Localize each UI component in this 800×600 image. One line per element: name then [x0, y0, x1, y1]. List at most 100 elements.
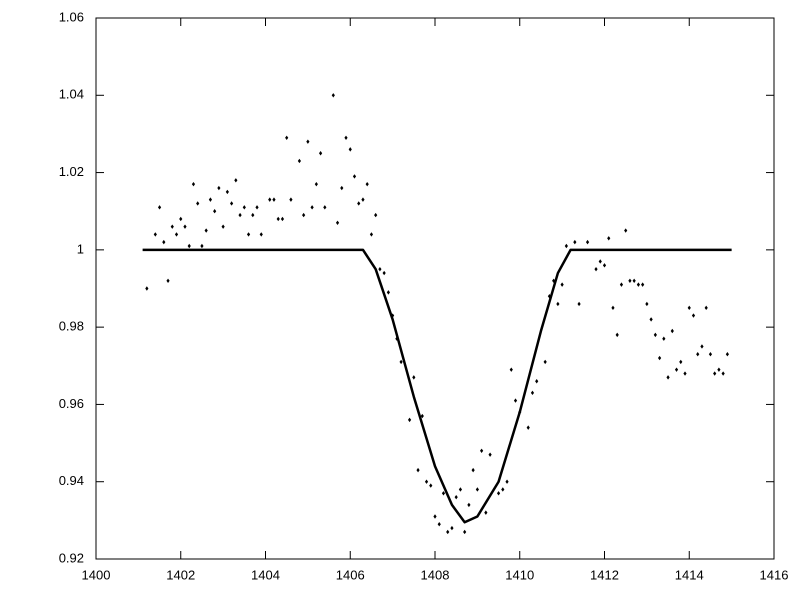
- data-point: [306, 139, 310, 144]
- x-tick-label: 1412: [590, 567, 619, 582]
- x-tick-label: 1406: [336, 567, 365, 582]
- data-point: [535, 379, 539, 384]
- data-point: [598, 259, 602, 264]
- data-point: [717, 367, 721, 372]
- data-point: [357, 201, 361, 206]
- data-point: [340, 185, 344, 191]
- data-point: [145, 286, 149, 291]
- y-tick-label: 0.96: [59, 396, 84, 411]
- data-point: [530, 390, 535, 396]
- data-point: [382, 270, 386, 276]
- data-point: [641, 282, 645, 287]
- data-point: [687, 305, 691, 311]
- data-point: [463, 529, 467, 535]
- data-point: [412, 375, 416, 380]
- x-tick-label: 1410: [505, 567, 534, 582]
- data-point: [624, 228, 628, 233]
- data-point: [204, 228, 208, 233]
- data-point: [560, 282, 564, 287]
- y-tick-label: 1.06: [59, 9, 84, 24]
- data-point: [607, 236, 611, 241]
- data-point: [335, 220, 340, 226]
- data-point: [230, 201, 234, 206]
- data-point: [251, 212, 255, 218]
- data-point: [450, 525, 454, 531]
- data-point: [255, 205, 259, 210]
- data-point: [704, 305, 708, 311]
- data-point: [585, 239, 590, 245]
- data-point: [420, 413, 424, 419]
- data-point: [174, 232, 179, 237]
- data-point: [602, 263, 607, 268]
- data-point: [657, 355, 662, 361]
- data-point: [653, 332, 657, 338]
- data-point: [386, 290, 390, 295]
- data-point: [700, 344, 704, 349]
- data-point: [234, 178, 238, 183]
- data-point: [708, 351, 713, 357]
- data-point: [505, 479, 509, 484]
- data-point: [615, 332, 619, 338]
- data-point: [285, 135, 289, 140]
- data-point: [310, 205, 314, 210]
- data-point: [577, 301, 581, 307]
- data-point: [488, 452, 492, 457]
- data-point: [280, 216, 285, 222]
- data-point: [645, 301, 649, 307]
- data-point: [352, 174, 357, 179]
- data-point: [246, 232, 251, 237]
- data-point: [573, 239, 577, 245]
- y-tick-label: 0.92: [59, 550, 84, 565]
- data-point: [344, 135, 348, 140]
- data-point: [302, 212, 306, 218]
- data-point: [424, 479, 429, 484]
- data-point: [475, 487, 479, 492]
- y-tick-label: 0.98: [59, 319, 84, 334]
- data-point: [713, 371, 717, 376]
- data-point: [289, 197, 293, 202]
- data-point: [683, 371, 687, 376]
- data-point: [318, 151, 323, 156]
- data-point: [153, 232, 157, 237]
- data-point: [662, 336, 666, 341]
- data-point: [196, 201, 200, 206]
- data-point: [628, 278, 632, 283]
- x-tick-label: 1402: [166, 567, 195, 582]
- data-point: [670, 328, 674, 334]
- data-point: [331, 93, 335, 98]
- data-point: [458, 487, 463, 492]
- data-point: [369, 232, 374, 237]
- data-point: [365, 181, 369, 187]
- data-point: [166, 278, 170, 283]
- data-point: [547, 294, 552, 299]
- data-point: [594, 266, 598, 272]
- data-point: [297, 158, 301, 164]
- data-point: [217, 185, 221, 191]
- data-point: [276, 216, 280, 222]
- data-point: [238, 212, 242, 218]
- y-tick-label: 1.02: [59, 164, 84, 179]
- data-point: [170, 224, 174, 229]
- data-point: [200, 243, 204, 249]
- data-point: [208, 197, 213, 202]
- data-point: [484, 510, 488, 515]
- data-point: [564, 243, 568, 249]
- data-point: [183, 224, 187, 229]
- data-point: [509, 367, 513, 372]
- x-tick-label: 1408: [421, 567, 450, 582]
- data-point: [242, 205, 246, 210]
- data-point: [416, 467, 420, 473]
- data-point: [725, 351, 729, 357]
- data-point: [556, 301, 560, 307]
- data-point: [691, 313, 696, 318]
- x-tick-label: 1400: [82, 567, 111, 582]
- data-point: [323, 205, 327, 210]
- data-point: [187, 243, 191, 249]
- data-point: [496, 491, 501, 496]
- data-point: [399, 359, 403, 365]
- data-point: [632, 278, 636, 283]
- data-point: [374, 212, 378, 218]
- data-point: [467, 502, 471, 508]
